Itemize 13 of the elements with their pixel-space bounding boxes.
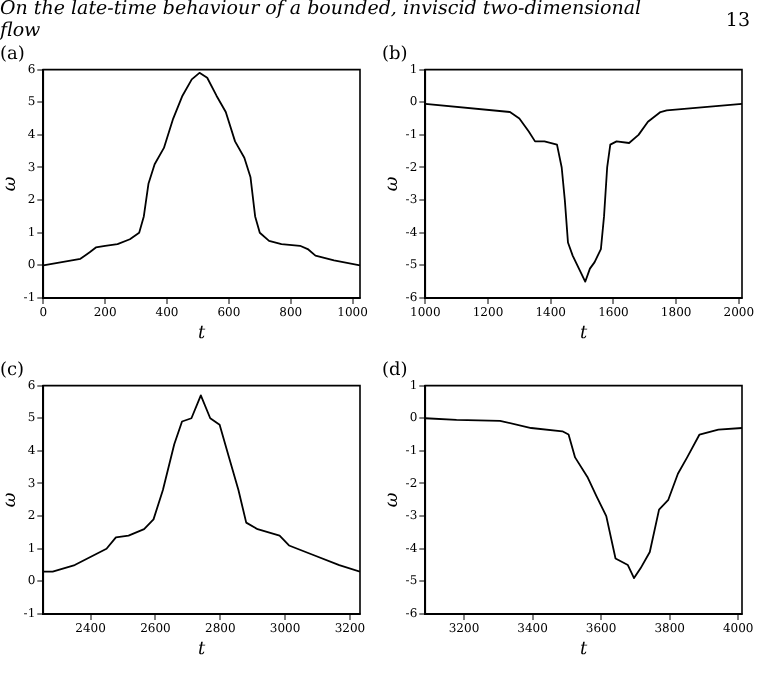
chart-title: (a) [0,45,25,66]
x-axis-title: t [198,323,207,344]
y-axis-title: ω [1,491,22,508]
y-axis-title: ω [383,175,404,192]
y-axis-title: ω [383,491,404,508]
chart-title: (d) [382,361,408,382]
x-axis-title: t [580,323,589,344]
x-axis-title: t [580,639,589,660]
y-axis-title: ω [1,175,22,192]
chart-title: (c) [0,361,25,382]
chart-title: (b) [382,45,408,66]
x-axis-title: t [198,639,207,660]
text: 13 [725,9,750,31]
